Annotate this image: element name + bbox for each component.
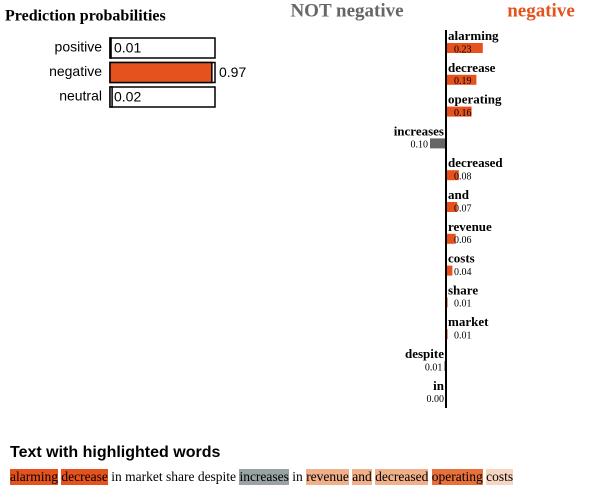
value-label: 0.97	[219, 64, 246, 80]
highlight-title: Text with highlighted words	[10, 444, 221, 461]
value-label: 0.19	[454, 76, 472, 87]
bar	[446, 106, 472, 117]
word: decrease	[61, 469, 108, 485]
word: in	[292, 469, 303, 484]
bar	[446, 170, 459, 181]
word: and	[352, 469, 372, 485]
value-label: 0.01	[114, 40, 141, 56]
value-label: 0.16	[454, 108, 472, 119]
legend-left: NOT negative	[290, 0, 403, 21]
value-label: 0.23	[454, 44, 472, 55]
highlighted-text: alarming decrease in market share despit…	[10, 469, 600, 485]
feature-label: revenue	[448, 219, 492, 234]
value-label: 0.01	[425, 362, 443, 373]
word: decreased	[375, 469, 429, 485]
value-label: 0.06	[454, 235, 472, 246]
word: costs	[486, 469, 514, 485]
word: market	[125, 469, 163, 484]
bar	[446, 202, 458, 212]
bar	[446, 43, 483, 53]
category-label: positive	[55, 39, 103, 55]
word: increases	[239, 469, 289, 485]
feature-label: costs	[448, 251, 475, 266]
bar	[109, 86, 113, 108]
word: alarming	[10, 469, 58, 485]
bar	[446, 74, 477, 85]
bar	[109, 37, 112, 59]
feature-label: alarming	[448, 28, 499, 43]
value-label: 0.08	[454, 171, 472, 182]
value-label: 0.00	[427, 394, 445, 405]
word: despite	[197, 469, 237, 484]
feature-label: despite	[405, 346, 444, 361]
feature-label: decreased	[448, 155, 503, 170]
legend-right: negative	[507, 0, 575, 21]
value-label: 0.10	[411, 140, 429, 151]
bar	[446, 265, 453, 276]
feature-label: share	[448, 282, 478, 297]
category-label: negative	[49, 63, 102, 79]
bar	[109, 61, 213, 84]
value-label: 0.04	[454, 267, 472, 278]
bar	[446, 233, 456, 244]
value-label: 0.01	[454, 330, 472, 341]
feature-label: operating	[448, 92, 502, 107]
word: share	[165, 469, 195, 484]
feature-label: and	[448, 187, 470, 202]
chart: Prediction probabilities positive 0.01 nega…	[5, 0, 575, 408]
feature-label: market	[448, 314, 489, 329]
category-label: neutral	[59, 88, 102, 104]
chart-title: Prediction probabilities	[5, 8, 166, 25]
word: operating	[431, 469, 483, 485]
value-label: 0.02	[114, 89, 141, 105]
value-label: 0.07	[454, 203, 472, 214]
word: in	[111, 469, 122, 484]
word: revenue	[306, 469, 349, 485]
bar	[430, 138, 446, 149]
feature-label: in	[433, 378, 445, 393]
feature-label: decrease	[448, 60, 496, 75]
feature-label: increases	[394, 123, 444, 138]
value-label: 0.01	[454, 299, 472, 310]
